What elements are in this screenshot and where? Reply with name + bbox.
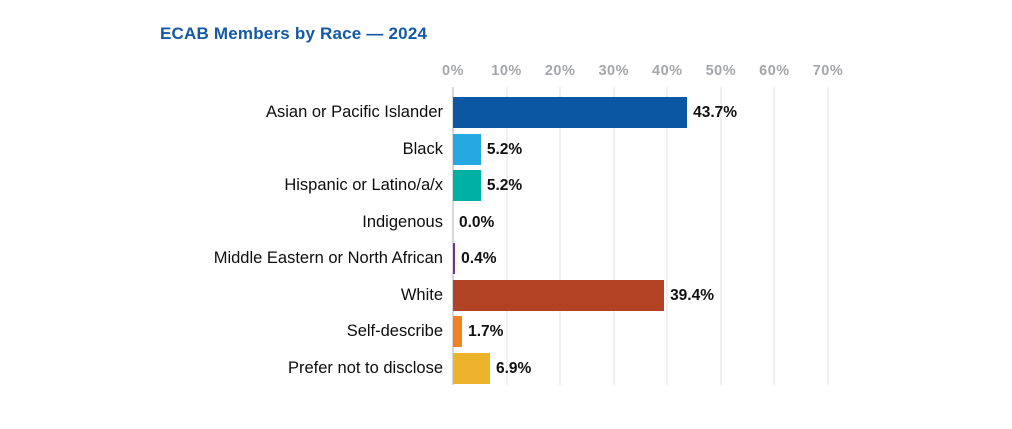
bar xyxy=(453,316,463,347)
bar xyxy=(453,133,481,165)
category-label: Hispanic or Latino/a/x xyxy=(284,176,443,194)
gridline xyxy=(826,87,829,385)
bar xyxy=(453,97,688,128)
x-axis-tick-label: 0% xyxy=(442,63,464,79)
value-label: 39.4% xyxy=(670,286,715,304)
value-label: 5.2% xyxy=(486,177,523,194)
value-label: 43.7% xyxy=(693,104,738,121)
value-label: 6.9% xyxy=(495,359,532,377)
x-axis-tick-label: 10% xyxy=(491,63,522,79)
value-label: 1.7% xyxy=(468,323,504,340)
x-axis-tick-label: 20% xyxy=(544,63,576,79)
category-label: Middle Eastern or North African xyxy=(213,249,443,267)
bar xyxy=(453,352,490,384)
x-axis-tick-label: 50% xyxy=(705,63,737,79)
gridline xyxy=(719,87,722,385)
category-label: Indigenous xyxy=(362,212,443,231)
category-label: Black xyxy=(402,139,443,158)
value-label: 0.0% xyxy=(459,213,495,231)
chart-title: ECAB Members by Race — 2024 xyxy=(160,24,428,43)
x-axis-tick-label: 70% xyxy=(812,63,844,79)
x-axis-tick-label: 60% xyxy=(759,63,790,79)
gridline xyxy=(773,87,776,385)
category-label: Prefer not to disclose xyxy=(288,358,443,377)
x-axis-tick-label: 30% xyxy=(598,63,629,79)
gridline xyxy=(559,87,562,385)
x-axis-tick-label: 40% xyxy=(652,63,683,79)
gridline xyxy=(505,87,508,385)
gridline xyxy=(666,87,669,385)
bar xyxy=(453,279,665,311)
value-label: 5.2% xyxy=(486,140,523,158)
bar xyxy=(453,170,481,201)
gridline xyxy=(612,87,615,385)
bar xyxy=(453,243,456,274)
category-label: White xyxy=(400,285,443,304)
value-label: 0.4% xyxy=(461,250,497,267)
gridline xyxy=(452,87,454,385)
category-label: Asian or Pacific Islander xyxy=(266,103,443,121)
category-label: Self-describe xyxy=(346,322,443,340)
